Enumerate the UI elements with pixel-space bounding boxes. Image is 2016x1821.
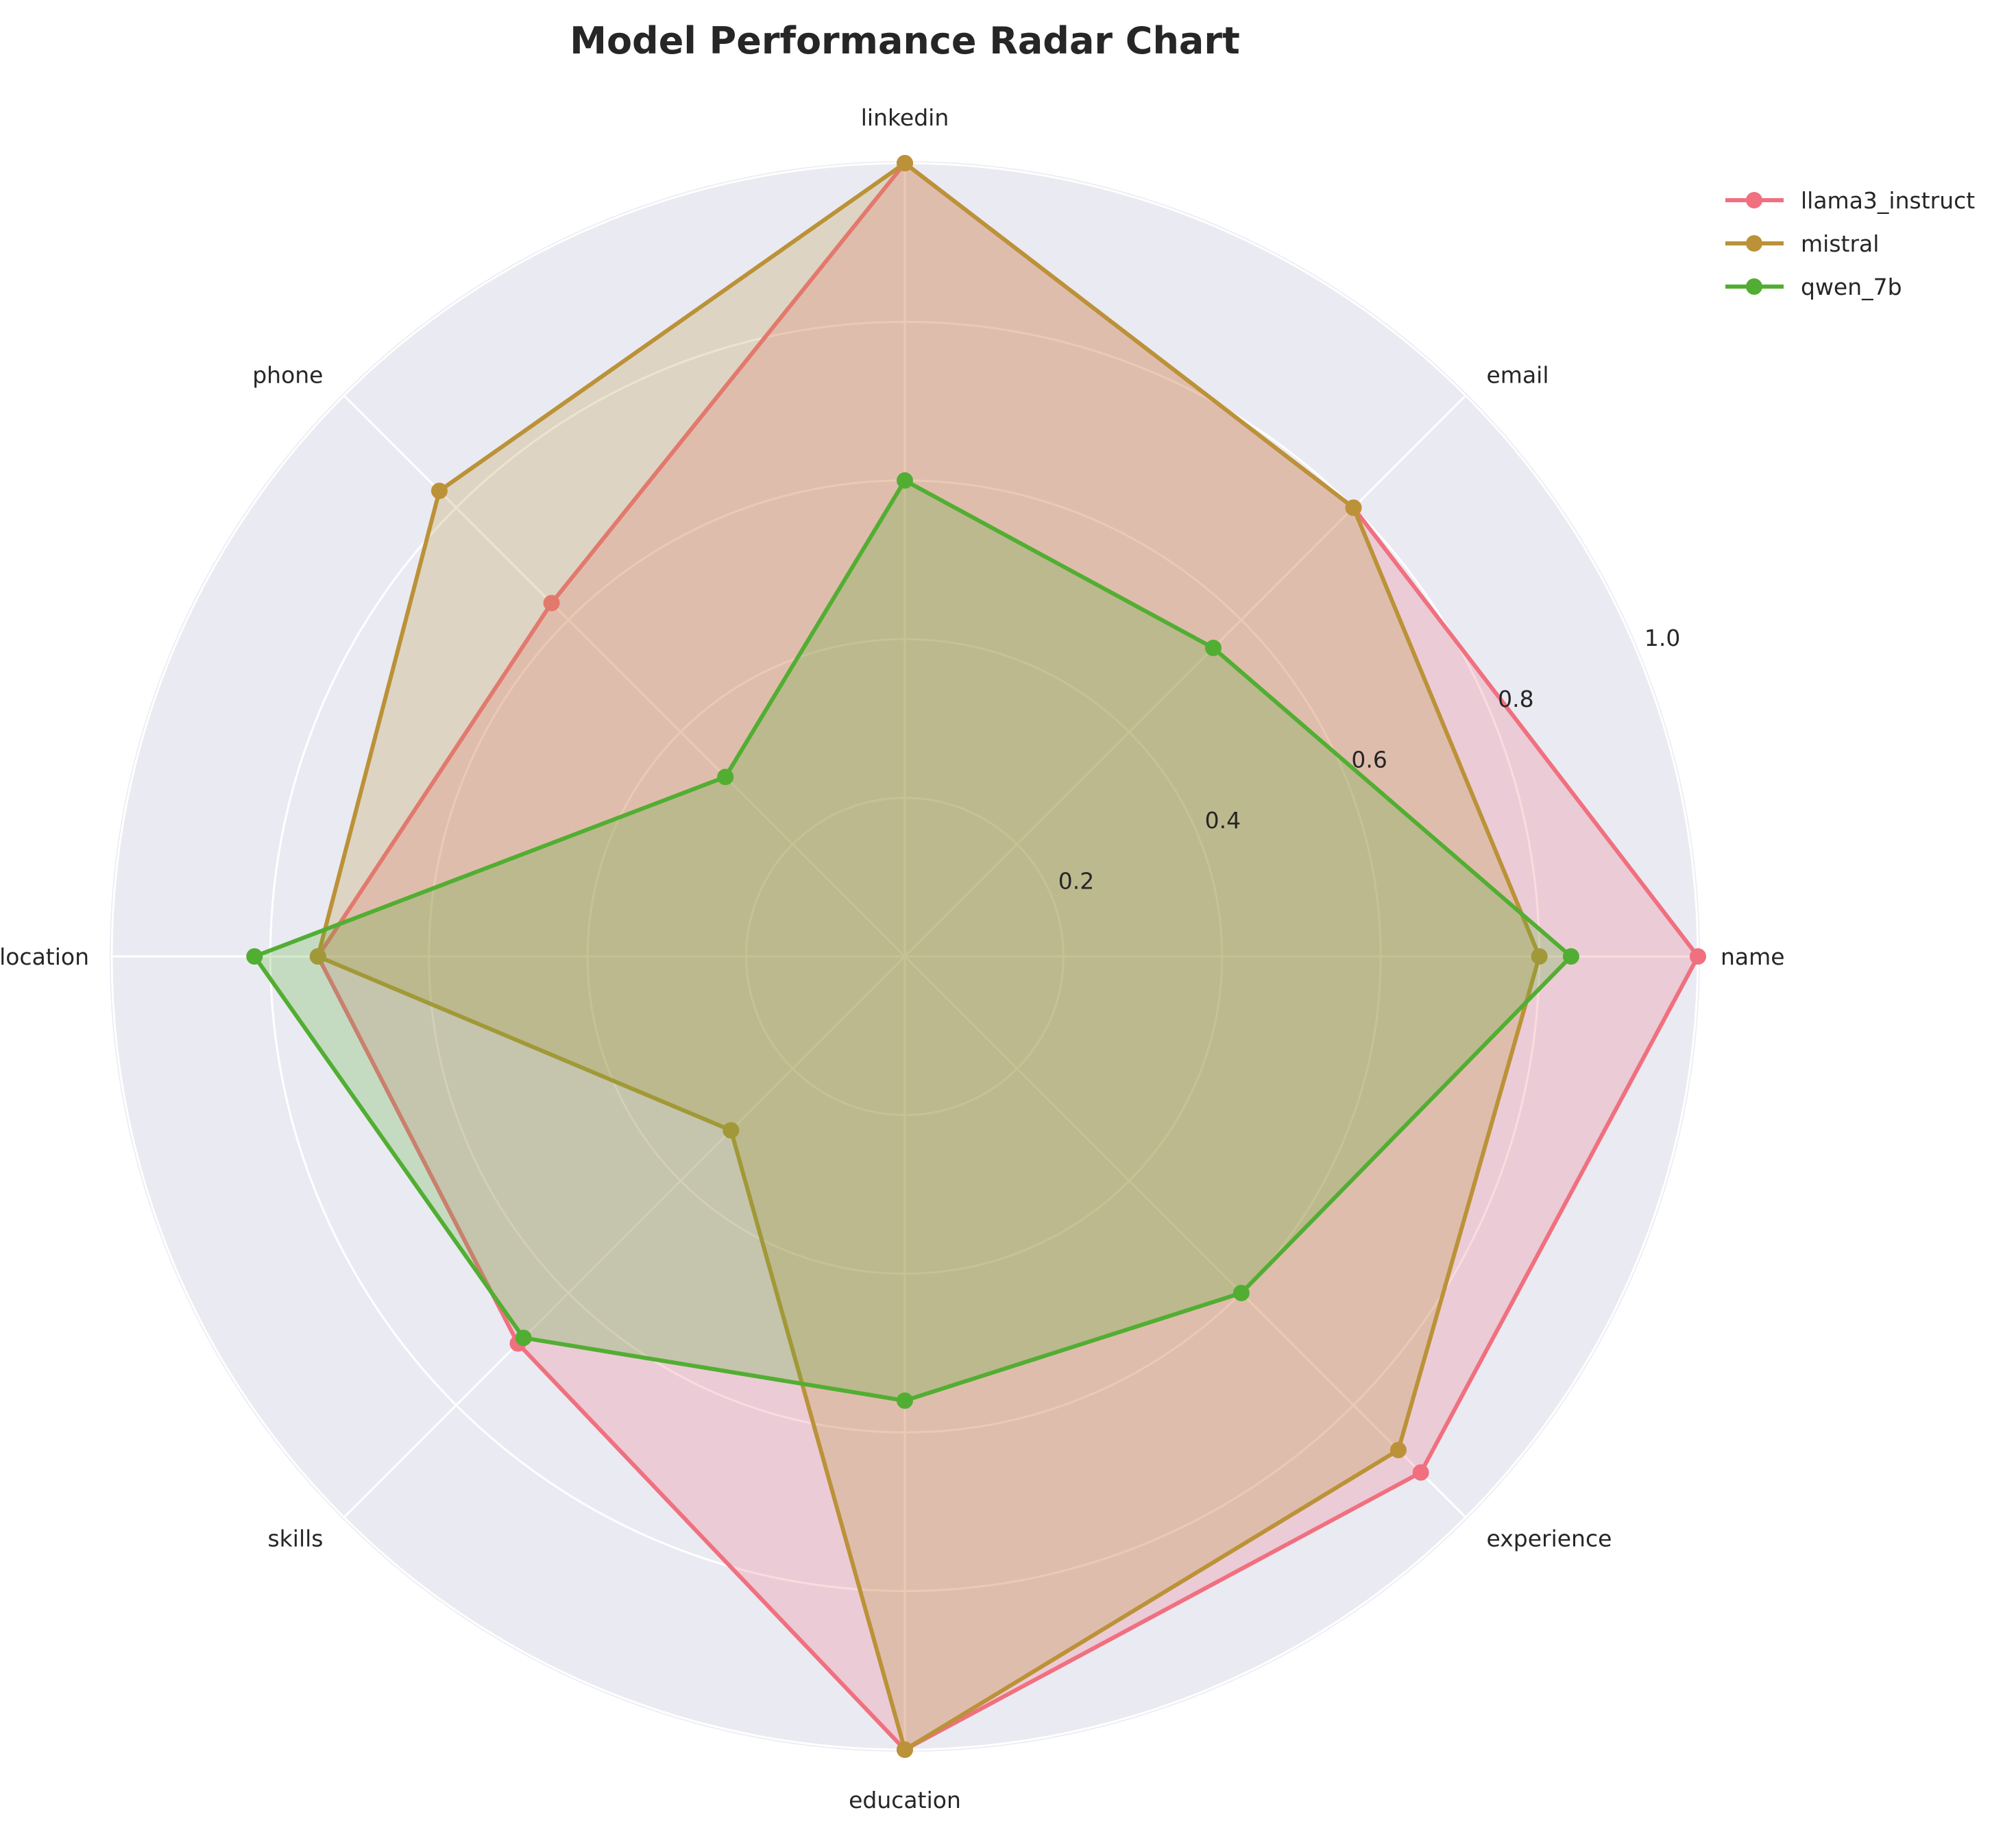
- point-qwen_7b-education: [897, 1392, 913, 1409]
- category-label-email: email: [1487, 362, 1549, 389]
- category-label-name: name: [1721, 943, 1785, 970]
- legend-marker-mistral: [1746, 235, 1762, 252]
- rtick-label-4: 1.0: [1644, 625, 1680, 651]
- rtick-label-3: 0.8: [1498, 686, 1533, 712]
- legend-label-llama3_instruct: llama3_instruct: [1801, 187, 1975, 214]
- point-mistral-name: [1531, 948, 1548, 965]
- rtick-label-2: 0.6: [1351, 746, 1387, 773]
- legend-entry-llama3_instruct: llama3_instruct: [1725, 187, 1975, 214]
- point-qwen_7b-location: [246, 948, 263, 965]
- legend-entry-qwen_7b: qwen_7b: [1725, 274, 1902, 300]
- grid-spoke-skills: [343, 955, 906, 1519]
- legend-label-qwen_7b: qwen_7b: [1801, 274, 1902, 300]
- point-qwen_7b-email: [1204, 640, 1222, 657]
- point-qwen_7b-skills: [515, 1329, 532, 1347]
- category-label-experience: experience: [1487, 1525, 1612, 1552]
- legend-marker-llama3_instruct: [1746, 192, 1762, 208]
- point-qwen_7b-linkedin: [897, 472, 913, 489]
- category-label-phone: phone: [252, 362, 323, 389]
- category-label-skills: skills: [267, 1525, 323, 1552]
- grid-spoke-email: [903, 394, 1467, 958]
- category-label-location: location: [0, 943, 89, 970]
- point-mistral-location: [309, 948, 326, 965]
- point-llama3_instruct-name: [1690, 948, 1706, 965]
- radial-tick-labels: 0.2 0.4 0.6 0.8 1.0: [1058, 625, 1681, 894]
- point-mistral-email: [1345, 499, 1362, 516]
- point-mistral-experience: [1389, 1441, 1407, 1458]
- point-qwen_7b-name: [1562, 948, 1579, 965]
- legend-marker-qwen_7b: [1746, 278, 1762, 295]
- legend-label-mistral: mistral: [1801, 230, 1879, 257]
- grid-spoke-experience: [903, 955, 1467, 1519]
- point-llama3_instruct-experience: [1412, 1464, 1429, 1481]
- point-llama3_instruct-phone: [543, 594, 560, 612]
- category-labels: name email linkedin phone location skills educ…: [0, 104, 1785, 1813]
- point-mistral-linkedin: [897, 155, 913, 171]
- point-qwen_7b-experience: [1232, 1284, 1250, 1301]
- point-mistral-skills: [722, 1122, 740, 1139]
- legend-entry-mistral: mistral: [1725, 230, 1879, 257]
- series-qwen_7b: [246, 472, 1579, 1409]
- rtick-label-1: 0.4: [1205, 807, 1241, 834]
- point-qwen_7b-phone: [717, 769, 734, 786]
- series-mistral: [309, 155, 1548, 1758]
- point-mistral-education: [897, 1741, 913, 1758]
- chart-title: Model Performance Radar Chart: [570, 19, 1240, 62]
- category-label-education: education: [849, 1787, 961, 1813]
- category-label-linkedin: linkedin: [861, 104, 949, 131]
- rtick-label-0: 0.2: [1058, 867, 1094, 894]
- point-mistral-phone: [430, 482, 448, 499]
- series-layer: [246, 155, 1706, 1758]
